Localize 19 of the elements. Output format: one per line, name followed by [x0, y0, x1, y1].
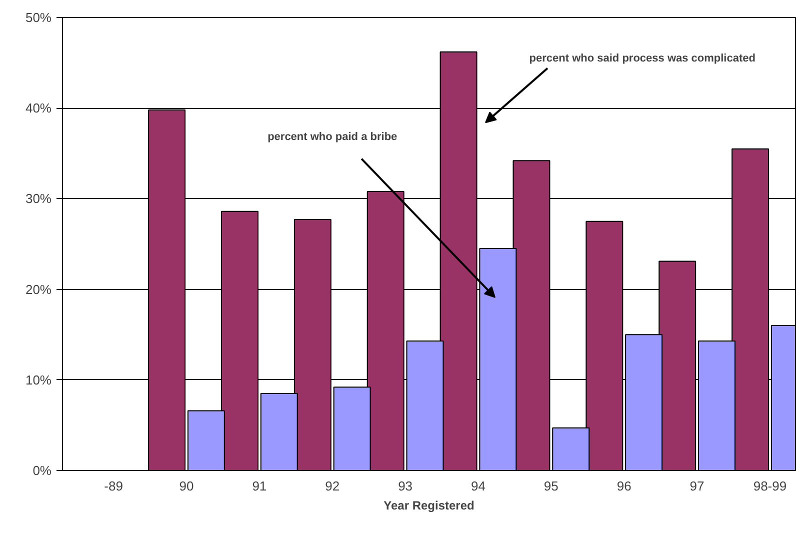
y-tick-label: 10%	[25, 372, 52, 388]
x-tick-label: 95	[544, 478, 558, 494]
y-tick-label: 20%	[25, 282, 52, 297]
x-tick-label: 94	[471, 478, 486, 494]
y-tick-label: 50%	[25, 10, 52, 25]
annotation: percent who paid a bribe	[268, 131, 398, 144]
y-tick-label: 30%	[25, 191, 52, 206]
annotation: percent who said process was complicated	[529, 52, 756, 64]
x-tick-label: 90	[179, 478, 194, 494]
x-tick-label: 91	[252, 478, 267, 494]
y-tick-label: 40%	[25, 100, 52, 116]
x-tick-label: 92	[325, 478, 340, 494]
x-tick-label: 93	[398, 478, 413, 494]
x-tick-label: 97	[690, 478, 704, 494]
x-axis-title: Year Registered	[384, 498, 474, 512]
x-tick-label: 98-99	[753, 478, 787, 494]
x-tick-label: -89	[104, 478, 123, 494]
x-tick-label: 96	[616, 478, 632, 494]
y-tick-label: 0%	[32, 463, 52, 478]
